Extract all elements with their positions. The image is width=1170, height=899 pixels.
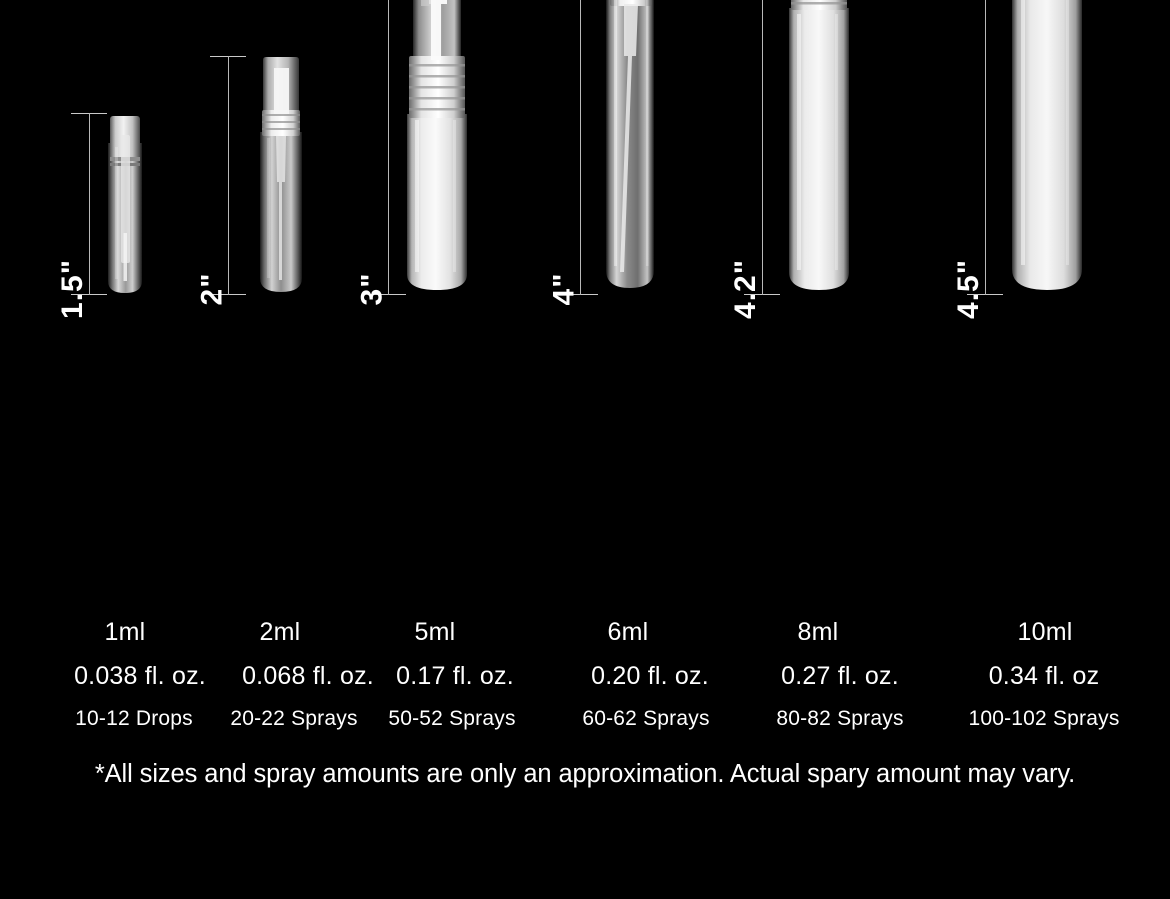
volume-label-5ml: 5ml [414,618,456,646]
fluid-ounce-label-2ml: 0.068 fl. oz. [242,662,374,690]
bottle-stage: 1.5" [55,0,1088,319]
spray-count-label-1ml: 10-12 Drops [75,707,193,730]
dimension-label-2ml: 2" [195,272,229,306]
bottle-10ml [1006,0,1088,295]
fluid-ounce-label-10ml: 0.34 fl. oz [988,662,1100,690]
dimension-label-1ml: 1.5" [55,259,89,319]
bottle-1ml [102,113,148,295]
fluid-ounce-label-6ml: 0.20 fl. oz. [591,662,709,690]
dimension-line [761,0,763,295]
volume-label-1ml: 1ml [104,618,146,646]
bottle-2ml [252,56,310,295]
spray-count-label-6ml: 60-62 Sprays [582,707,710,730]
dimension-label-8ml: 4.2" [728,259,762,319]
spray-count-label-10ml: 100-102 Sprays [968,707,1120,730]
approximation-footnote: *All sizes and spray amounts are only an… [94,760,1076,788]
spray-count-label-8ml: 80-82 Sprays [776,707,904,730]
dimension-line [227,56,229,295]
bottle-6ml [598,0,662,295]
dimension-line [387,0,389,295]
bottle-8ml [783,0,855,295]
spray-count-label-2ml: 20-22 Sprays [230,707,358,730]
fluid-ounce-label-5ml: 0.17 fl. oz. [396,662,514,690]
volume-label-10ml: 10ml [1017,618,1073,646]
bottle-5ml [401,0,473,295]
fluid-ounce-label-8ml: 0.27 fl. oz. [781,662,899,690]
dimension-line [88,113,90,295]
dimension-label-10ml: 4.5" [951,259,985,319]
dimension-label-5ml: 3" [355,272,389,306]
volume-label-2ml: 2ml [259,618,301,646]
dimension-line [984,0,986,295]
fluid-ounce-label-1ml: 0.038 fl. oz. [74,662,206,690]
dimension-label-6ml: 4" [547,272,581,306]
dimension-line [579,0,581,295]
volume-label-8ml: 8ml [797,618,839,646]
spray-count-label-5ml: 50-52 Sprays [388,707,516,730]
volume-label-6ml: 6ml [607,618,649,646]
